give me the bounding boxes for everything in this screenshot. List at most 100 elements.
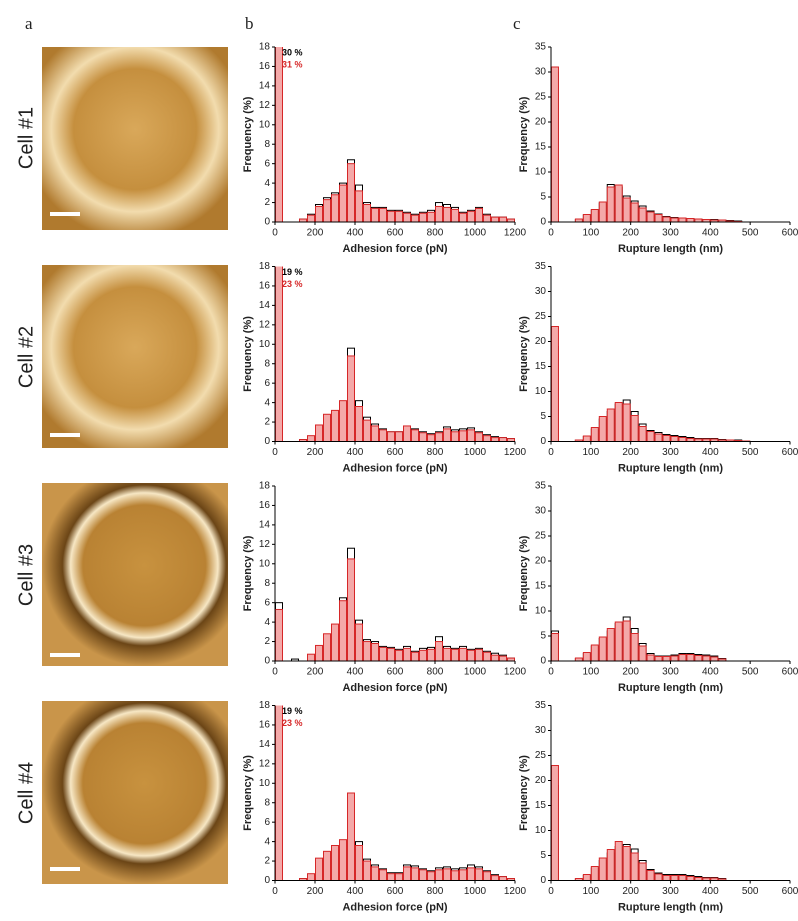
row-label: Cell #4 xyxy=(15,762,37,824)
y-tick-label: 10 xyxy=(259,778,271,789)
x-tick-label: 600 xyxy=(782,228,798,239)
histogram-bar xyxy=(435,432,443,442)
histogram-bar xyxy=(355,406,363,442)
y-tick-label: 25 xyxy=(535,92,547,103)
x-tick-label: 100 xyxy=(582,886,599,897)
histogram-bar xyxy=(451,870,459,881)
histogram-bar xyxy=(355,623,363,661)
histogram-bar xyxy=(459,869,467,881)
x-tick-label: 1000 xyxy=(464,667,487,678)
x-tick-label: 300 xyxy=(662,667,679,678)
y-axis-title: Frequency (%) xyxy=(242,755,254,831)
histogram-bar xyxy=(307,435,315,442)
y-tick-label: 10 xyxy=(535,167,547,178)
histogram-bar xyxy=(331,623,339,661)
y-tick-label: 5 xyxy=(540,850,546,861)
y-tick-label: 6 xyxy=(264,378,270,389)
histogram-bar xyxy=(435,205,443,222)
histogram-bar xyxy=(411,214,419,222)
histogram-bar xyxy=(678,437,687,442)
annotation: 30 % xyxy=(282,47,303,57)
histogram-bar xyxy=(275,608,283,661)
histogram-bar xyxy=(331,409,339,442)
annotation: 19 % xyxy=(282,267,303,277)
x-tick-label: 0 xyxy=(548,667,554,678)
y-tick-label: 25 xyxy=(535,531,547,542)
histogram-bar xyxy=(459,647,467,661)
histogram-bar xyxy=(347,163,355,222)
x-tick-label: 500 xyxy=(742,447,759,458)
panel-label: a xyxy=(25,14,33,33)
y-tick-label: 2 xyxy=(264,636,270,647)
y-tick-label: 20 xyxy=(535,117,547,128)
x-tick-label: 200 xyxy=(307,886,324,897)
x-tick-label: 400 xyxy=(702,667,719,678)
y-tick-label: 30 xyxy=(535,725,547,736)
y-tick-label: 2 xyxy=(264,417,270,428)
histogram-bar xyxy=(606,186,615,222)
x-tick-label: 200 xyxy=(307,667,324,678)
y-tick-label: 10 xyxy=(535,825,547,836)
y-tick-label: 18 xyxy=(259,42,271,53)
histogram-bar xyxy=(590,866,599,881)
histogram-bar xyxy=(507,438,515,442)
histogram-bar xyxy=(315,205,323,222)
histogram-bar xyxy=(331,845,339,881)
y-tick-label: 16 xyxy=(259,281,271,292)
histogram-bar xyxy=(654,656,663,661)
histogram-bar xyxy=(323,633,331,661)
histogram-bar xyxy=(662,875,671,881)
y-tick-label: 30 xyxy=(535,67,547,78)
histogram-bar xyxy=(371,425,379,442)
histogram-bar xyxy=(403,212,411,222)
histogram-bar xyxy=(598,636,607,661)
histogram-bar xyxy=(419,212,427,222)
histogram-bar xyxy=(323,199,331,222)
x-tick-label: 1200 xyxy=(504,886,527,897)
histogram-bar xyxy=(411,429,419,442)
histogram-bar xyxy=(678,217,687,222)
y-tick-label: 8 xyxy=(264,139,270,150)
y-tick-label: 30 xyxy=(535,506,547,517)
y-tick-label: 14 xyxy=(259,520,271,531)
histogram-bar xyxy=(387,210,395,222)
x-axis-title: Rupture length (nm) xyxy=(618,901,723,913)
histogram-bar xyxy=(694,438,703,442)
histogram-bar xyxy=(371,643,379,661)
histogram-bar xyxy=(646,654,655,661)
histogram-bar xyxy=(395,873,403,881)
histogram-bar xyxy=(694,877,703,881)
y-tick-label: 0 xyxy=(540,875,546,886)
x-tick-label: 500 xyxy=(742,886,759,897)
x-tick-label: 0 xyxy=(548,447,554,458)
y-tick-label: 6 xyxy=(264,597,270,608)
histogram-bar xyxy=(315,424,323,442)
x-tick-label: 200 xyxy=(622,228,639,239)
histogram-bar xyxy=(459,430,467,442)
y-tick-label: 2 xyxy=(264,856,270,867)
row-label: Cell #2 xyxy=(15,326,37,388)
histogram-bar xyxy=(307,653,315,661)
y-tick-label: 20 xyxy=(535,556,547,567)
x-tick-label: 300 xyxy=(662,886,679,897)
x-tick-label: 1200 xyxy=(504,667,527,678)
histogram-bar xyxy=(710,438,719,442)
y-tick-label: 10 xyxy=(259,339,271,350)
x-tick-label: 400 xyxy=(347,228,364,239)
y-tick-label: 10 xyxy=(535,606,547,617)
x-tick-label: 800 xyxy=(427,886,444,897)
histogram-bar xyxy=(427,434,435,442)
histogram-bar xyxy=(395,431,403,442)
x-tick-label: 0 xyxy=(272,447,278,458)
annotation: 31 % xyxy=(282,59,303,69)
x-tick-label: 0 xyxy=(272,228,278,239)
y-tick-label: 35 xyxy=(535,481,547,492)
histogram-bar xyxy=(427,648,435,661)
y-tick-label: 5 xyxy=(540,192,546,203)
y-tick-label: 14 xyxy=(259,300,271,311)
histogram-bar xyxy=(622,403,631,442)
histogram-bar xyxy=(646,211,655,222)
histogram-bar xyxy=(467,210,475,222)
bars xyxy=(551,66,743,222)
histogram-bar xyxy=(475,207,483,222)
